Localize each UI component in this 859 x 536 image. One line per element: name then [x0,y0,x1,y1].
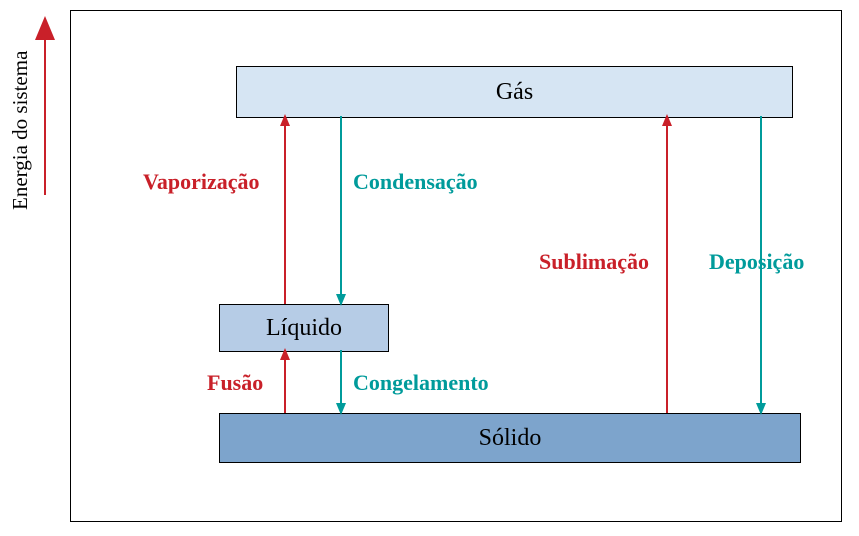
label-vaporizacao: Vaporização [143,169,260,195]
label-deposicao: Deposição [709,249,804,275]
state-label-solid: Sólido [479,425,542,451]
state-box-liquid: Líquido [219,304,389,352]
panel-frame: Gás Líquido Sólido Vapo [70,10,842,522]
label-fusao: Fusão [207,370,263,396]
state-box-solid: Sólido [219,413,801,463]
state-box-gas: Gás [236,66,793,118]
label-sublimacao: Sublimação [539,249,649,275]
state-label-gas: Gás [496,79,533,105]
state-label-liquid: Líquido [266,315,342,341]
label-congelamento: Congelamento [353,370,489,396]
label-condensacao: Condensação [353,169,478,195]
diagram-wrapper: Energia do sistema Gás Líquido Sólido [0,0,859,536]
